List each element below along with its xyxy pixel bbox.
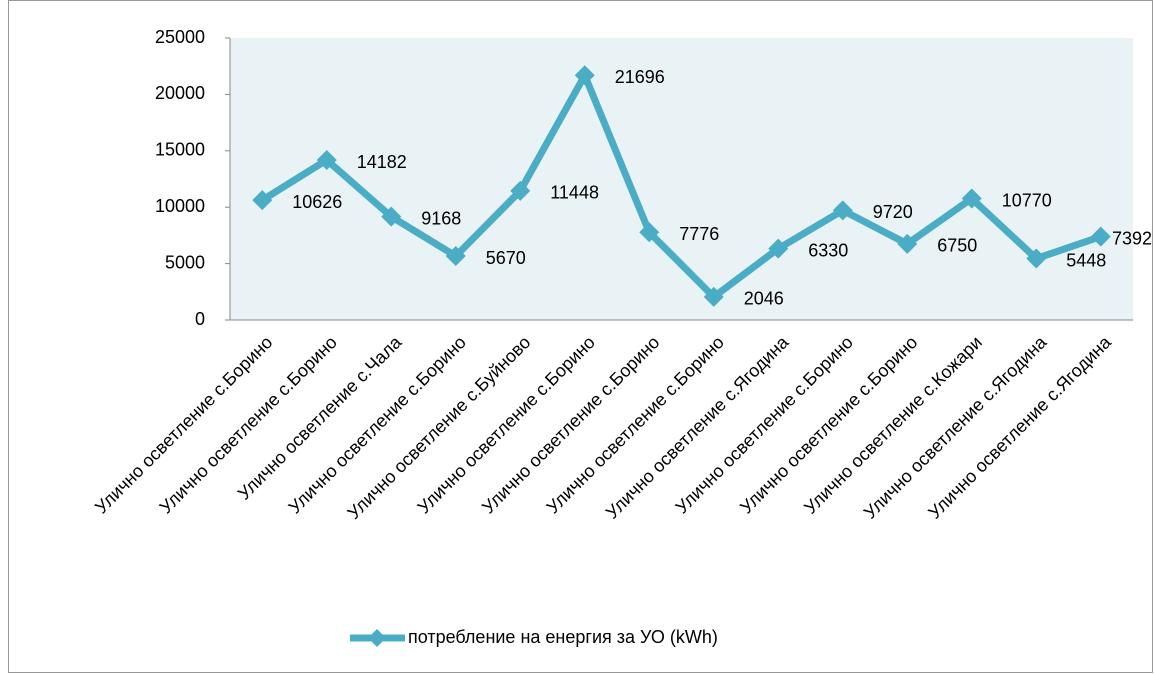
data-label: 10770: [1002, 190, 1052, 210]
point-marker: [832, 200, 853, 221]
data-label: 7392: [1112, 228, 1152, 248]
data-label: 14182: [357, 152, 407, 172]
data-label: 7776: [679, 224, 719, 244]
point-marker: [897, 233, 918, 254]
y-tick-label: 10000: [155, 196, 205, 216]
point-marker: [381, 206, 402, 227]
y-tick-label: 5000: [165, 252, 205, 272]
data-label: 2046: [744, 289, 784, 309]
legend-marker: [368, 629, 386, 647]
series-line: [260, 71, 1102, 301]
y-tick-label: 20000: [155, 83, 205, 103]
data-label: 10626: [292, 192, 342, 212]
data-label: 5670: [486, 248, 526, 268]
point-marker: [252, 190, 273, 211]
point-marker: [961, 188, 982, 209]
data-label: 9720: [873, 202, 913, 222]
point-marker: [574, 65, 595, 86]
point-marker: [316, 150, 337, 171]
data-label: 9168: [421, 208, 461, 228]
y-tick-label: 0: [195, 309, 205, 329]
y-tick-label: 15000: [155, 140, 205, 160]
data-label: 6330: [808, 240, 848, 260]
point-marker: [703, 286, 724, 307]
point-marker: [768, 238, 789, 259]
data-label: 11448: [550, 183, 599, 203]
legend-label: потребление на енергия за УО (kWh): [408, 627, 718, 647]
point-marker: [639, 222, 660, 243]
y-tick-label: 25000: [155, 27, 205, 47]
data-label: 21696: [615, 67, 665, 87]
point-marker: [510, 180, 531, 201]
point-marker: [445, 246, 466, 267]
point-marker: [1090, 226, 1111, 247]
data-label: 5448: [1066, 250, 1106, 270]
data-label: 6750: [937, 236, 977, 256]
point-marker: [1026, 248, 1047, 269]
plot-area: [230, 38, 1133, 320]
